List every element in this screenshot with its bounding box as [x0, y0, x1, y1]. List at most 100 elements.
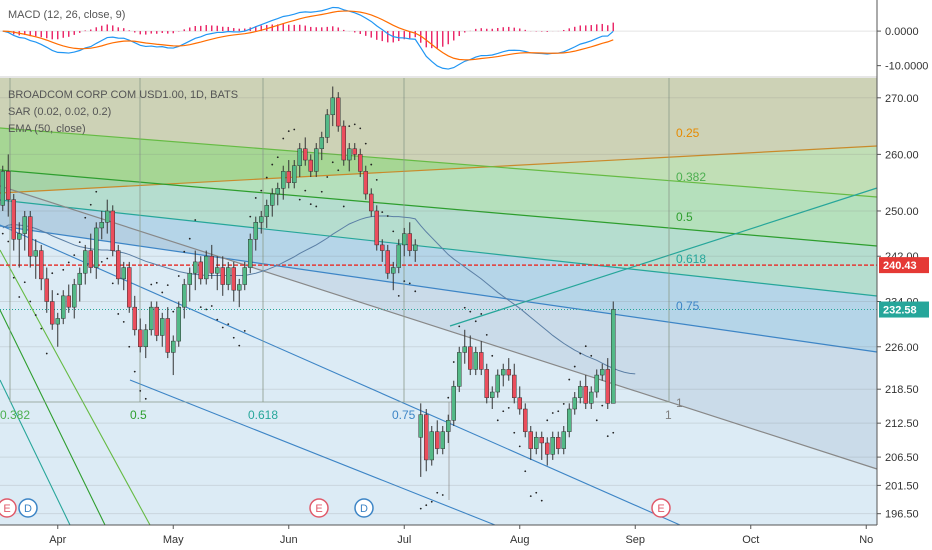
- time-tick-label: Jun: [280, 534, 298, 546]
- sar-dot: [408, 282, 411, 285]
- candle-body: [193, 261, 198, 274]
- sar-dot: [573, 365, 576, 368]
- event-marker-label: E: [657, 503, 664, 515]
- sar-dot: [34, 314, 37, 316]
- macd-background: [0, 0, 877, 76]
- sar-dot: [205, 308, 208, 311]
- sar-dot: [326, 176, 329, 178]
- sar-dot: [529, 495, 532, 498]
- candle-body: [418, 414, 423, 438]
- sar-dot: [524, 470, 527, 473]
- sar-dot: [309, 203, 312, 206]
- sar-dot: [73, 254, 76, 257]
- candle-body: [226, 267, 231, 285]
- sar-dot: [540, 499, 543, 502]
- candle-body: [132, 306, 137, 331]
- sar-dot: [216, 318, 219, 321]
- sar-dot: [177, 275, 180, 277]
- event-marker: [309, 498, 329, 518]
- price-tag-label: 240.43: [883, 260, 917, 272]
- fan-line: [449, 187, 878, 327]
- price-tick-label: 270.00: [885, 93, 919, 105]
- chart-title: BROADCOM CORP COM USD1.00, 1D, BATS: [8, 89, 238, 101]
- candle-body: [204, 255, 209, 280]
- sar-dot: [557, 410, 560, 413]
- candle-body: [572, 397, 577, 410]
- fan-label: 0.382: [676, 170, 706, 184]
- candle-body: [259, 216, 264, 223]
- time-tick-label: Jul: [397, 534, 411, 546]
- sar-dot: [331, 161, 334, 164]
- sar-dot: [370, 163, 373, 166]
- event-marker: [354, 498, 374, 518]
- sar-dot: [546, 419, 549, 422]
- sar-dot: [287, 130, 290, 133]
- candle-body: [182, 284, 187, 308]
- sar-dot: [397, 294, 400, 297]
- candle-body: [165, 318, 170, 353]
- sar-dot: [419, 507, 422, 510]
- candle-body: [39, 250, 44, 280]
- sar-dot: [430, 500, 433, 503]
- sar-dot: [562, 403, 565, 405]
- candle-body: [116, 250, 121, 280]
- candle-body: [556, 437, 561, 449]
- sar-dot: [221, 326, 224, 329]
- fan-line: [0, 127, 878, 198]
- fan-line: [0, 199, 878, 297]
- fan-line: [0, 309, 106, 526]
- event-marker: [0, 498, 17, 518]
- fan-band: [0, 200, 877, 352]
- sar-dot: [293, 128, 296, 131]
- fan-band: [0, 128, 877, 246]
- candle-body: [275, 188, 280, 195]
- sar-dot: [590, 354, 593, 357]
- time-label: 0.75: [392, 408, 416, 422]
- sar-dot: [111, 282, 114, 285]
- candle-body: [198, 261, 203, 280]
- sar-dot: [227, 323, 230, 326]
- candle-body: [583, 386, 588, 404]
- candle-body: [22, 216, 27, 234]
- candle-body: [457, 352, 462, 387]
- candle-body: [237, 284, 242, 291]
- sar-dot: [51, 272, 54, 275]
- candle-body: [424, 414, 429, 461]
- sar-dot: [502, 410, 505, 413]
- sar-dot: [128, 345, 131, 348]
- candle-body: [528, 431, 533, 449]
- time-label: 0.5: [130, 408, 147, 422]
- sar-dot: [298, 198, 301, 201]
- fan-label: 0.5: [676, 210, 693, 224]
- sar-dot: [232, 336, 235, 339]
- candle-body: [325, 114, 330, 138]
- candle-body: [374, 210, 379, 246]
- fan-line: [0, 169, 878, 247]
- sar-dot: [29, 300, 32, 303]
- sar-dot: [315, 205, 318, 208]
- candle-body: [314, 148, 319, 172]
- macd-title: MACD (12, 26, close, 9): [8, 9, 125, 21]
- candle-body: [44, 278, 49, 302]
- sar-dot: [7, 240, 10, 243]
- sar-dot: [144, 397, 147, 400]
- sar-dot: [40, 327, 43, 330]
- sar-dot: [210, 305, 213, 307]
- sar-dot: [271, 163, 274, 166]
- candle-body: [50, 301, 55, 325]
- candle-body: [286, 171, 291, 183]
- time-tick-label: Aug: [510, 534, 530, 546]
- sar-dot: [260, 189, 263, 192]
- sar-dot: [601, 404, 604, 407]
- candle-body: [55, 318, 60, 325]
- price-tick-label: 226.00: [885, 342, 919, 354]
- macd-tick-label: -10.0000: [885, 61, 928, 73]
- candle-body: [330, 97, 335, 116]
- candle-body: [33, 250, 38, 257]
- sar-dot: [425, 504, 428, 507]
- sar-dot: [359, 127, 362, 130]
- candle-body: [561, 431, 566, 449]
- candle-body: [473, 352, 478, 370]
- sar-dot: [1, 232, 4, 235]
- sar-dot: [276, 156, 279, 159]
